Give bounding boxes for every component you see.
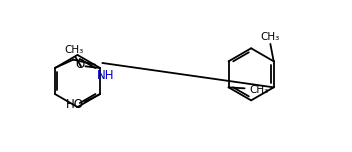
Text: CH₃: CH₃ [261,32,280,42]
Text: CH₃: CH₃ [65,45,84,55]
Text: NH: NH [97,69,114,82]
Text: HO: HO [67,98,84,111]
Text: CH₃: CH₃ [250,85,269,95]
Text: O: O [75,59,84,71]
